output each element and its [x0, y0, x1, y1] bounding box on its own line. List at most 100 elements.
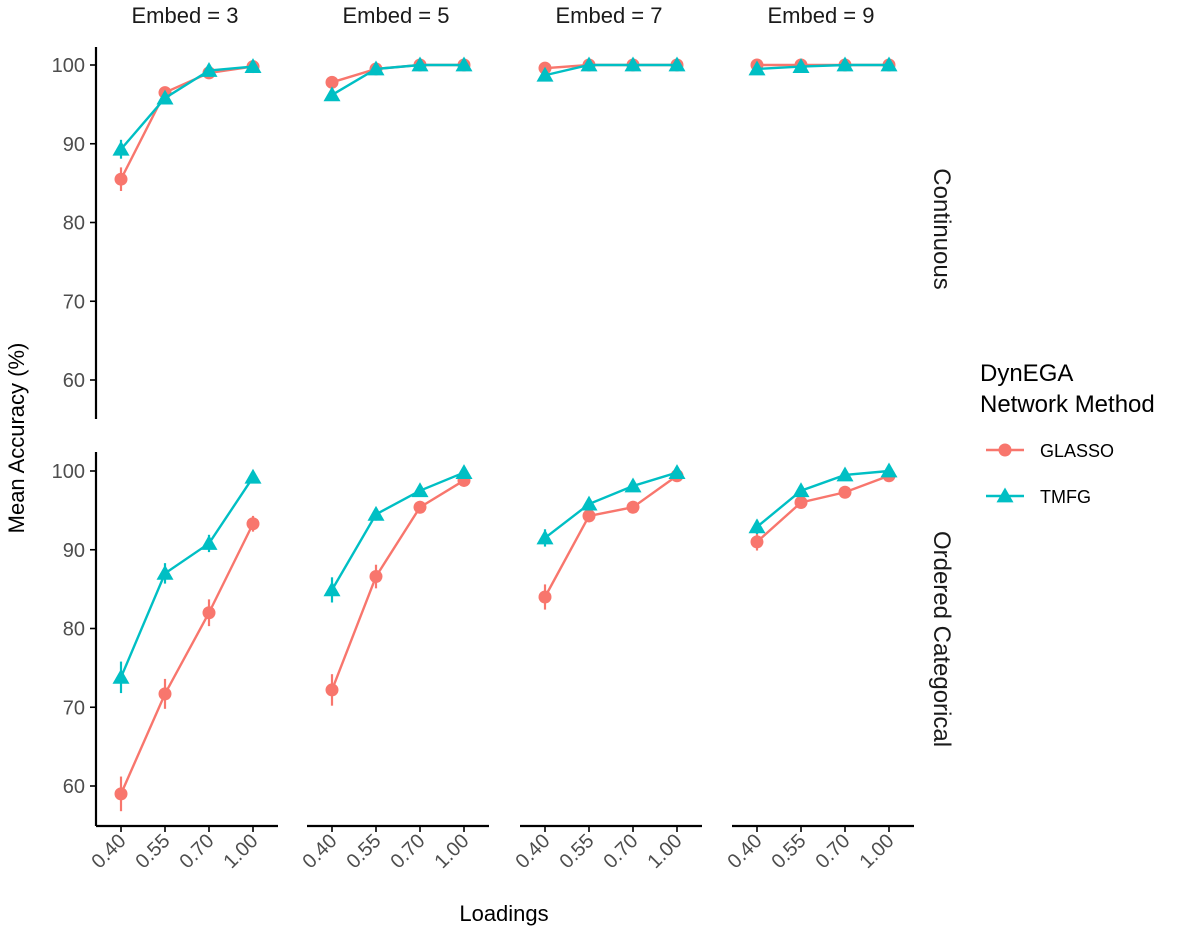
series-line-glasso — [330, 479, 465, 691]
data-point-glasso — [114, 787, 128, 801]
data-point-tmfg — [792, 58, 810, 73]
data-point-glasso — [582, 509, 596, 523]
y-tick-label: 70 — [63, 697, 85, 719]
x-tick-label: 0.70 — [386, 830, 429, 873]
legend-label: TMFG — [1040, 487, 1091, 507]
series-line-tmfg — [544, 63, 677, 77]
y-tick-label: 60 — [63, 370, 85, 392]
legend-key-marker — [996, 487, 1014, 503]
column-strip-label: Embed = 7 — [555, 3, 662, 28]
data-point-glasso — [325, 75, 339, 89]
data-point-glasso — [626, 500, 640, 514]
column-strip-label: Embed = 5 — [342, 3, 449, 28]
series-line-glasso — [756, 474, 890, 543]
x-tick-label: 0.40 — [87, 830, 130, 873]
data-point-tmfg — [244, 468, 262, 484]
x-tick-label: 0.70 — [599, 830, 642, 873]
data-point-glasso — [202, 606, 216, 620]
data-point-glasso — [158, 687, 172, 701]
data-point-tmfg — [624, 477, 642, 493]
data-point-tmfg — [792, 482, 810, 498]
data-point-tmfg — [836, 56, 854, 72]
y-tick-label: 70 — [63, 291, 85, 313]
data-point-glasso — [369, 570, 383, 584]
data-point-tmfg — [748, 518, 766, 534]
data-point-tmfg — [536, 66, 554, 82]
data-point-tmfg — [580, 495, 598, 511]
column-strip-label: Embed = 3 — [131, 3, 238, 28]
row-strip-label: Continuous — [928, 168, 955, 289]
legend-title-line1: DynEGA — [980, 360, 1073, 387]
data-point-tmfg — [200, 534, 218, 550]
data-point-tmfg — [536, 529, 554, 545]
y-tick-label: 90 — [63, 540, 85, 562]
y-tick-label: 100 — [52, 55, 85, 77]
x-tick-label: 0.55 — [131, 830, 174, 873]
series-line-tmfg — [544, 471, 678, 539]
data-point-glasso — [325, 683, 339, 697]
data-point-tmfg — [244, 58, 262, 73]
legend-label: GLASSO — [1040, 441, 1114, 461]
data-point-tmfg — [748, 60, 766, 76]
data-point-tmfg — [200, 62, 218, 77]
series-line-tmfg — [120, 65, 254, 151]
data-point-tmfg — [112, 668, 130, 684]
series-line-glasso — [543, 474, 678, 598]
x-tick-label: 0.40 — [298, 830, 341, 873]
legend-title-line2: Network Method — [980, 391, 1155, 418]
data-point-tmfg — [668, 464, 686, 479]
data-point-glasso — [413, 500, 427, 514]
y-tick-label: 80 — [63, 213, 85, 235]
data-point-glasso — [838, 485, 852, 499]
series-line-tmfg — [331, 63, 464, 96]
data-point-tmfg — [880, 56, 898, 72]
data-point-tmfg — [455, 464, 473, 479]
x-tick-label: 0.40 — [723, 830, 766, 873]
data-point-tmfg — [411, 56, 429, 72]
data-point-glasso — [794, 496, 808, 509]
data-point-tmfg — [455, 56, 473, 72]
y-tick-label: 100 — [52, 461, 85, 483]
data-point-glasso — [538, 590, 552, 604]
x-tick-label: 1.00 — [855, 830, 898, 873]
y-tick-label: 90 — [63, 134, 85, 156]
x-tick-label: 1.00 — [219, 830, 262, 873]
y-axis-title: Mean Accuracy (%) — [4, 343, 29, 534]
x-tick-label: 0.70 — [175, 830, 218, 873]
y-tick-label: 80 — [63, 619, 85, 641]
data-point-tmfg — [411, 482, 429, 498]
y-tick-label: 60 — [63, 776, 85, 798]
data-point-glasso — [114, 172, 128, 186]
data-point-tmfg — [112, 140, 130, 156]
data-point-tmfg — [880, 462, 898, 478]
x-tick-label: 1.00 — [643, 830, 686, 873]
data-point-glasso — [246, 517, 260, 531]
data-point-tmfg — [668, 56, 686, 72]
x-tick-label: 0.40 — [511, 830, 554, 873]
x-tick-label: 0.55 — [342, 830, 385, 873]
series-line-tmfg — [119, 476, 254, 678]
x-tick-label: 0.55 — [555, 830, 598, 873]
x-tick-label: 0.70 — [811, 830, 854, 873]
x-tick-label: 1.00 — [430, 830, 473, 873]
data-point-tmfg — [323, 86, 341, 102]
series-line-tmfg — [330, 471, 465, 591]
data-point-tmfg — [156, 89, 174, 105]
data-point-glasso — [750, 535, 764, 549]
legend-key-marker — [998, 443, 1012, 457]
data-point-tmfg — [367, 505, 385, 521]
row-strip-label: Ordered Categorical — [928, 531, 955, 747]
series-line-glasso — [119, 523, 255, 795]
data-point-tmfg — [580, 56, 598, 72]
x-axis-title: Loadings — [459, 901, 548, 926]
data-point-tmfg — [836, 466, 854, 482]
x-tick-label: 0.55 — [767, 830, 810, 873]
data-point-tmfg — [323, 581, 341, 597]
series-line-tmfg — [756, 469, 890, 528]
data-point-tmfg — [367, 60, 385, 76]
data-point-tmfg — [156, 564, 174, 580]
data-point-tmfg — [624, 56, 642, 72]
series-line-tmfg — [756, 63, 889, 71]
